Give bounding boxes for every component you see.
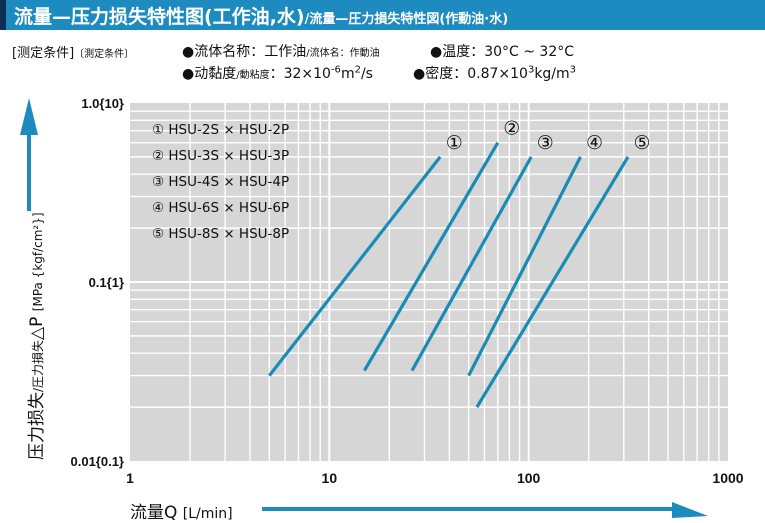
series-marker-label: ② bbox=[503, 118, 520, 140]
x-axis-unit: [L/min] bbox=[182, 506, 233, 522]
x-axis-label: 流量Q [L/min] bbox=[130, 498, 233, 523]
legend-item: ⑤ HSU-8S × HSU-8P bbox=[152, 226, 290, 242]
condition-viscosity: ●动黏度/動粘度：32×10-6m2/s bbox=[182, 63, 373, 83]
y-tick-label: 1.0{10} bbox=[81, 96, 124, 111]
series-line bbox=[467, 156, 582, 377]
series-lines bbox=[268, 141, 630, 408]
series-marker-label: ① bbox=[446, 132, 463, 154]
series-line bbox=[363, 141, 500, 372]
series-marker-label: ④ bbox=[586, 132, 603, 154]
condition-viscosity-unit: m bbox=[340, 66, 355, 82]
grid-lines bbox=[130, 103, 728, 461]
legend-item: ④ HSU-6S × HSU-6P bbox=[152, 200, 290, 216]
condition-viscosity-exp: -6 bbox=[330, 64, 341, 76]
legend-item: ① HSU-2S × HSU-2P bbox=[152, 122, 290, 138]
y-tick-label: 0.01{0.1} bbox=[71, 454, 125, 469]
x-tick-label: 1 bbox=[126, 470, 134, 486]
page-title-text: 流量—压力损失特性图(工作油,水) bbox=[14, 6, 305, 28]
page-title: 流量—压力损失特性图(工作油,水)/流量—圧力損失特性図(作動油·水) bbox=[14, 2, 508, 29]
tick-labels: 1 10 100 1000 1.0{10} 0.1{1} 0.01{0.1} bbox=[71, 96, 744, 486]
series-markers: ① ②③ ④ ⑤ bbox=[446, 118, 651, 154]
condition-density-exp: 3 bbox=[527, 64, 535, 76]
y-axis-unit: [MPa {kgf/cm²}] bbox=[31, 212, 45, 312]
x-tick-label: 10 bbox=[322, 470, 338, 486]
series-line bbox=[268, 155, 442, 377]
condition-temperature: ●温度：30°C ~ 32°C bbox=[430, 44, 575, 60]
legend-item: ② HSU-3S × HSU-3P bbox=[152, 148, 290, 164]
condition-density-text: ●密度：0.87×10 bbox=[413, 66, 528, 82]
series-marker-label: ③ bbox=[537, 132, 554, 154]
header-accent-mark bbox=[0, 0, 6, 30]
x-axis-label-text: 流量Q bbox=[130, 503, 178, 523]
condition-viscosity-value: ：32×10 bbox=[269, 66, 331, 82]
page-subtitle: /流量—圧力損失特性図(作動油·水) bbox=[304, 12, 509, 27]
series-marker-label: ⑤ bbox=[633, 132, 650, 154]
condition-fluid-jp: /流体名：作動油 bbox=[306, 48, 380, 59]
axis-arrows bbox=[20, 98, 708, 518]
condition-viscosity-unit-exp: 2 bbox=[354, 64, 361, 76]
condition-viscosity-text: ●动黏度 bbox=[182, 66, 237, 82]
condition-density-unit: kg/m bbox=[534, 66, 570, 82]
conditions-label-jp: 〔測定条件〕 bbox=[74, 49, 135, 60]
conditions-label-text: [测定条件] bbox=[12, 46, 75, 61]
legend-item: ③ HSU-4S × HSU-4P bbox=[152, 174, 290, 190]
x-tick-label: 100 bbox=[517, 470, 541, 486]
y-axis-symbol: △P bbox=[27, 316, 47, 340]
series-line bbox=[410, 156, 533, 372]
y-axis-arrow-shaft bbox=[27, 135, 31, 211]
y-axis-label: 压力损失/圧力損失△P [MPa {kgf/cm²}] bbox=[22, 212, 47, 460]
condition-fluid: ●流体名称：工作油/流体名：作動油 bbox=[182, 41, 380, 61]
condition-fluid-text: ●流体名称：工作油 bbox=[182, 44, 307, 60]
condition-density-unit-exp: 3 bbox=[569, 64, 577, 76]
x-tick-label: 1000 bbox=[712, 470, 743, 486]
y-axis-label-jp: /圧力損失 bbox=[31, 339, 45, 392]
y-axis-arrow-head bbox=[20, 98, 38, 135]
x-axis-arrow-shaft bbox=[262, 507, 672, 511]
y-tick-label: 0.1{1} bbox=[89, 275, 124, 290]
condition-viscosity-jp: /動粘度 bbox=[236, 70, 270, 81]
condition-density: ●密度：0.87×103kg/m3 bbox=[413, 63, 576, 83]
series-line bbox=[475, 156, 630, 408]
condition-viscosity-unit-tail: /s bbox=[360, 66, 373, 82]
header-bar: 流量—压力损失特性图(工作油,水)/流量—圧力損失特性図(作動油·水) bbox=[0, 0, 765, 30]
x-axis-arrow-head bbox=[672, 502, 708, 518]
conditions-label: [测定条件]〔測定条件〕 bbox=[12, 42, 134, 61]
y-axis-label-text: 压力损失 bbox=[27, 392, 47, 460]
